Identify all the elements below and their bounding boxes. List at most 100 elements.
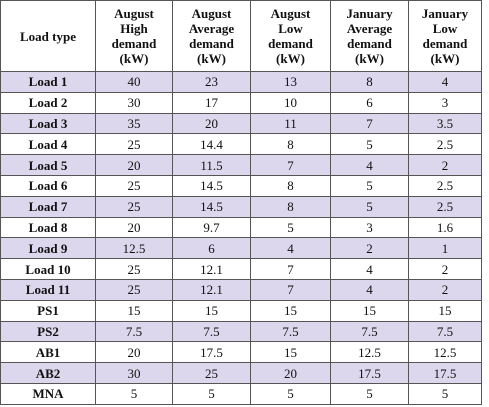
value-cell: 7.5 — [408, 320, 482, 343]
value-cell: 12.1 — [172, 258, 251, 280]
header-text: demand — [111, 36, 157, 51]
value-cell: 25 — [95, 278, 173, 301]
value-cell: 30 — [95, 91, 173, 114]
value-cell: 7.5 — [172, 320, 251, 343]
value-cell: 20 — [250, 362, 331, 384]
load-type-cell: AB1 — [0, 341, 96, 364]
load-type-cell: Load 6 — [0, 174, 96, 197]
value-cell: 7.5 — [95, 320, 173, 343]
value-cell: 1.6 — [408, 216, 482, 239]
value-cell: 15 — [95, 299, 173, 322]
value-cell: 12.5 — [95, 237, 173, 260]
load-type-cell: Load 9 — [0, 237, 96, 260]
value-cell: 5 — [250, 216, 331, 239]
table-row: Load 11 25 12.1 7 4 2 — [0, 278, 482, 301]
value-cell: 9.7 — [172, 216, 251, 239]
value-cell: 4 — [250, 237, 331, 260]
value-cell: 3 — [408, 91, 482, 114]
load-type-cell: Load 2 — [0, 91, 96, 114]
header-text: January — [346, 6, 393, 21]
table-row: Load 7 25 14.5 8 5 2.5 — [0, 195, 482, 218]
table-row: AB1 20 17.5 15 12.5 12.5 — [0, 341, 482, 364]
header-cell: August High demand (kW) — [95, 0, 173, 72]
value-cell: 12.1 — [172, 278, 251, 301]
value-cell: 7 — [330, 112, 409, 135]
header-cell: August Low demand (kW) — [250, 0, 331, 72]
value-cell: 8 — [250, 174, 331, 197]
table-row: MNA 5 5 5 5 5 — [0, 382, 482, 405]
value-cell: 2.5 — [408, 195, 482, 218]
load-type-cell: Load 4 — [0, 133, 96, 156]
value-cell: 5 — [250, 382, 331, 405]
value-cell: 5 — [330, 174, 409, 197]
table-row: PS2 7.5 7.5 7.5 7.5 7.5 — [0, 320, 482, 343]
header-text: Load type — [20, 28, 76, 44]
value-cell: 8 — [250, 195, 331, 218]
value-cell: 7.5 — [250, 320, 331, 343]
table-body: Load 1 40 23 13 8 4 Load 2 30 17 10 6 3 Load 3 35 20 11… — [0, 71, 482, 405]
value-cell: 25 — [95, 174, 173, 197]
value-cell: 14.5 — [172, 174, 251, 197]
load-type-cell: Load 8 — [0, 216, 96, 239]
value-cell: 12.5 — [408, 341, 482, 364]
header-text: demand — [347, 36, 392, 51]
table-row: Load 3 35 20 11 7 3.5 — [0, 112, 482, 135]
table-row: PS1 15 15 15 15 15 — [0, 299, 482, 322]
value-cell: 5 — [95, 382, 173, 405]
value-cell: 25 — [95, 133, 173, 156]
header-text: January — [421, 6, 469, 21]
value-cell: 5 — [330, 382, 409, 405]
table-row: Load 6 25 14.5 8 5 2.5 — [0, 174, 482, 197]
value-cell: 5 — [330, 133, 409, 156]
header-text: demand — [268, 36, 313, 51]
load-type-cell: Load 10 — [0, 258, 96, 280]
header-text: (kW) — [355, 51, 384, 66]
value-cell: 20 — [95, 216, 173, 239]
value-cell: 23 — [172, 71, 251, 93]
header-text: Average — [346, 21, 393, 36]
header-text: (kW) — [119, 51, 149, 66]
header-cell: January Low demand (kW) — [408, 0, 482, 72]
value-cell: 15 — [250, 299, 331, 322]
header-text: Low — [432, 21, 458, 36]
header-text: (kW) — [276, 51, 305, 66]
value-cell: 4 — [330, 258, 409, 280]
value-cell: 11.5 — [172, 154, 251, 176]
value-cell: 35 — [95, 112, 173, 135]
value-cell: 3 — [330, 216, 409, 239]
header-text: August — [114, 6, 154, 21]
header-text: (kW) — [430, 51, 460, 66]
load-type-cell: MNA — [0, 382, 96, 405]
header-text: August — [270, 6, 311, 21]
table-row: Load 1 40 23 13 8 4 — [0, 71, 482, 93]
value-cell: 12.5 — [330, 341, 409, 364]
value-cell: 17.5 — [172, 341, 251, 364]
value-cell: 25 — [95, 195, 173, 218]
header-text: High — [120, 21, 148, 36]
value-cell: 30 — [95, 362, 173, 384]
value-cell: 17.5 — [330, 362, 409, 384]
table-row: Load 8 20 9.7 5 3 1.6 — [0, 216, 482, 239]
value-cell: 8 — [250, 133, 331, 156]
header-text: demand — [189, 36, 234, 51]
value-cell: 11 — [250, 112, 331, 135]
load-type-cell: Load 1 — [0, 71, 96, 93]
value-cell: 14.4 — [172, 133, 251, 156]
value-cell: 15 — [172, 299, 251, 322]
value-cell: 25 — [172, 362, 251, 384]
value-cell: 7.5 — [330, 320, 409, 343]
value-cell: 20 — [95, 341, 173, 364]
header-text: Low — [278, 21, 303, 36]
value-cell: 5 — [172, 382, 251, 405]
value-cell: 4 — [330, 278, 409, 301]
value-cell: 14.5 — [172, 195, 251, 218]
table-row: Load 4 25 14.4 8 5 2.5 — [0, 133, 482, 156]
load-type-cell: AB2 — [0, 362, 96, 384]
value-cell: 8 — [330, 71, 409, 93]
header-row: Load type August High demand (kW) August Avera… — [0, 0, 482, 72]
table-row: Load 2 30 17 10 6 3 — [0, 91, 482, 114]
header-cell: January Average demand (kW) — [330, 0, 409, 72]
value-cell: 17.5 — [408, 362, 482, 384]
value-cell: 5 — [408, 382, 482, 405]
